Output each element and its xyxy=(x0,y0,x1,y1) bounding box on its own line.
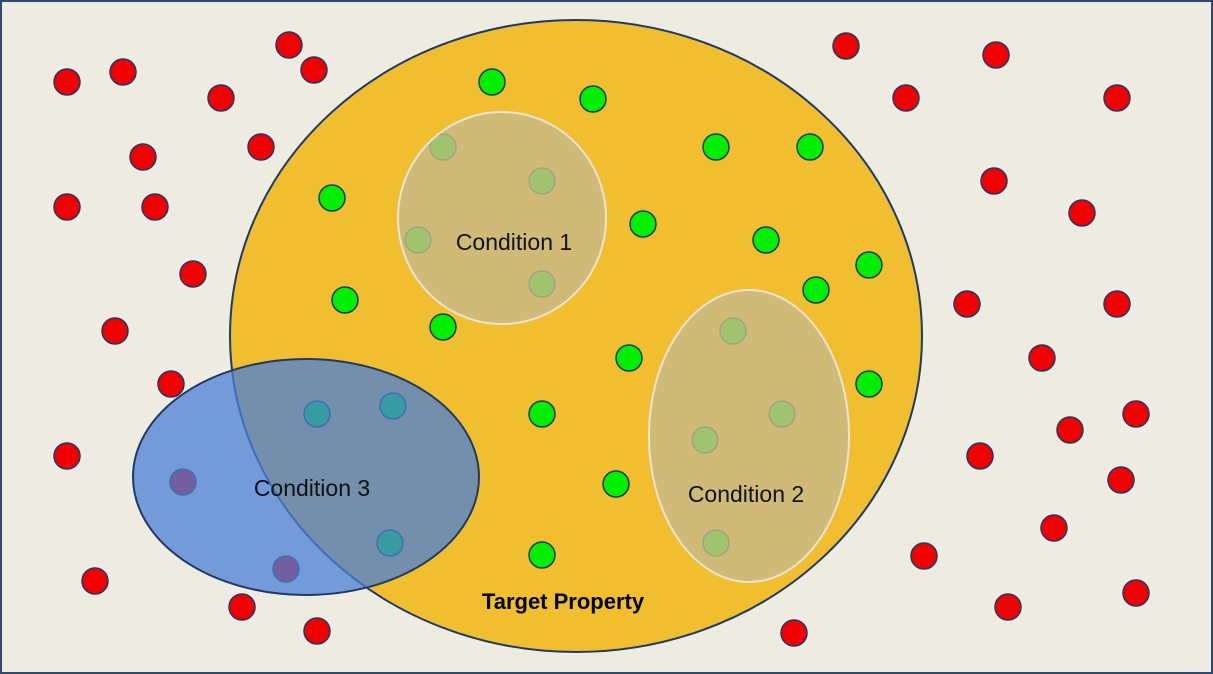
outside-dot xyxy=(53,68,81,96)
inside-dot xyxy=(579,85,607,113)
outside-dot xyxy=(1103,84,1131,112)
inside-dot xyxy=(318,184,346,212)
outside-dot xyxy=(780,619,808,647)
inside-dot xyxy=(528,541,556,569)
condition-3-region xyxy=(132,358,480,596)
condition-1-label: Condition 1 xyxy=(456,229,572,255)
outside-dot xyxy=(1068,199,1096,227)
inside-dot xyxy=(802,276,830,304)
outside-dot xyxy=(228,593,256,621)
outside-dot xyxy=(300,56,328,84)
outside-dots-group xyxy=(53,31,1150,647)
outside-dot xyxy=(157,370,185,398)
condition-1-region xyxy=(397,111,607,325)
outside-dot xyxy=(1040,514,1068,542)
outside-dot xyxy=(892,84,920,112)
outside-dot xyxy=(980,167,1008,195)
outside-dot xyxy=(953,290,981,318)
outside-dot xyxy=(1122,400,1150,428)
outside-dot xyxy=(1056,416,1084,444)
inside-dot xyxy=(602,470,630,498)
outside-dot xyxy=(179,260,207,288)
target-property-label: Target Property xyxy=(482,589,645,614)
outside-dot xyxy=(1028,344,1056,372)
outside-dot xyxy=(994,593,1022,621)
condition-2-region xyxy=(648,289,850,583)
condition-3-label: Condition 3 xyxy=(254,475,370,501)
outside-dot xyxy=(982,41,1010,69)
outside-dot xyxy=(53,193,81,221)
condition-2-label: Condition 2 xyxy=(688,481,804,507)
inside-dot xyxy=(752,226,780,254)
inside-dot xyxy=(478,68,506,96)
inside-dot xyxy=(615,344,643,372)
inside-dot xyxy=(429,313,457,341)
outside-dot xyxy=(1107,466,1135,494)
outside-dot xyxy=(832,32,860,60)
outside-dot xyxy=(129,143,157,171)
outside-dot xyxy=(1103,290,1131,318)
inside-dot xyxy=(702,133,730,161)
inside-dot xyxy=(855,370,883,398)
outside-dot xyxy=(1122,579,1150,607)
outside-dot xyxy=(966,442,994,470)
outside-dot xyxy=(109,58,137,86)
outside-dot xyxy=(101,317,129,345)
inside-dot xyxy=(331,286,359,314)
outside-dot xyxy=(81,567,109,595)
inside-dot xyxy=(629,210,657,238)
outside-dot xyxy=(910,542,938,570)
outside-dot xyxy=(275,31,303,59)
outside-dot xyxy=(303,617,331,645)
outside-dot xyxy=(141,193,169,221)
inside-dot xyxy=(855,251,883,279)
outside-dot xyxy=(53,442,81,470)
inside-dot xyxy=(796,133,824,161)
outside-dot xyxy=(247,133,275,161)
outside-dot xyxy=(207,84,235,112)
inside-dot xyxy=(528,400,556,428)
